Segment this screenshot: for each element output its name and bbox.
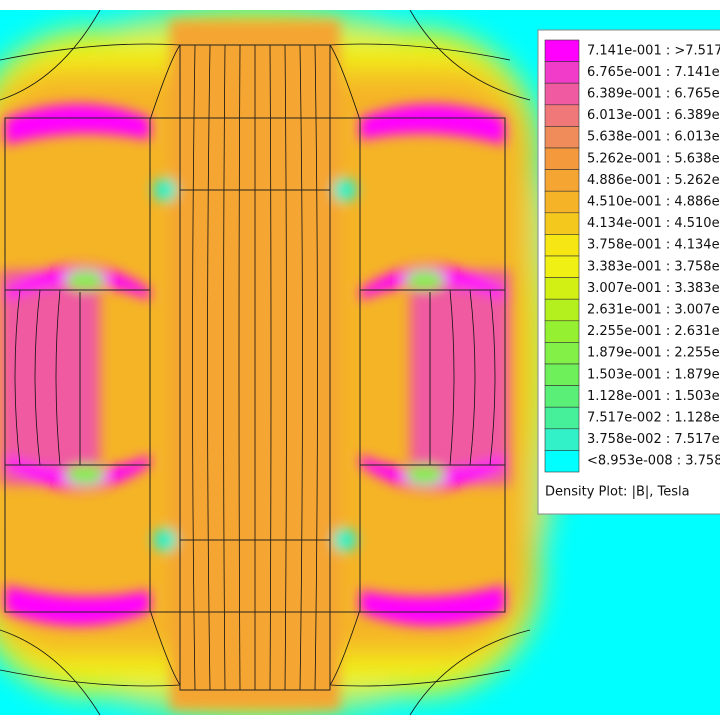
legend-label: 7.517e-002 : 1.128e-001 <box>587 411 720 426</box>
legend-rows: 7.141e-001 : >7.517e-001 6.765e-001 : 7.1… <box>544 39 720 473</box>
legend: 7.141e-001 : >7.517e-001 6.765e-001 : 7.1… <box>537 29 720 515</box>
legend-swatch <box>544 147 580 170</box>
legend-label: 6.013e-001 : 6.389e-001 <box>587 108 720 123</box>
legend-label: <8.953e-008 : 3.758e-002 <box>587 454 720 469</box>
legend-label: 7.141e-001 : >7.517e-001 <box>587 43 720 58</box>
legend-swatch <box>544 234 580 257</box>
legend-swatch <box>544 428 580 451</box>
legend-swatch <box>544 104 580 127</box>
legend-swatch <box>544 255 580 278</box>
legend-swatch <box>544 450 580 473</box>
legend-label: 3.383e-001 : 3.758e-001 <box>587 259 720 274</box>
legend-swatch <box>544 82 580 106</box>
legend-caption: Density Plot: |B|, Tesla <box>545 485 690 500</box>
legend-label: 3.007e-001 : 3.383e-001 <box>587 281 720 296</box>
legend-swatch <box>544 212 580 235</box>
legend-swatch <box>544 126 580 149</box>
legend-label: 1.128e-001 : 1.503e-001 <box>587 389 720 404</box>
legend-swatch <box>544 363 580 386</box>
legend-label: 4.510e-001 : 4.886e-001 <box>587 195 720 210</box>
legend-swatch <box>544 385 580 408</box>
field-lines <box>0 10 531 715</box>
legend-label: 3.758e-002 : 7.517e-002 <box>587 432 720 447</box>
legend-swatch <box>544 39 580 62</box>
legend-label: 1.503e-001 : 1.879e-001 <box>587 367 720 382</box>
legend-label: 2.631e-001 : 3.007e-001 <box>587 303 720 318</box>
legend-label: 3.758e-001 : 4.134e-001 <box>587 238 720 253</box>
legend-swatch <box>544 61 580 84</box>
geometry <box>4 44 506 691</box>
legend-swatch <box>544 298 580 322</box>
legend-label: 6.765e-001 : 7.141e-001 <box>587 65 720 80</box>
legend-label: 2.255e-001 : 2.631e-001 <box>587 324 720 339</box>
legend-swatch <box>544 169 580 192</box>
legend-label: 4.886e-001 : 5.262e-001 <box>587 173 720 188</box>
legend-label: 4.134e-001 : 4.510e-001 <box>587 216 720 231</box>
legend-label: 1.879e-001 : 2.255e-001 <box>587 346 720 361</box>
legend-swatch <box>544 320 580 343</box>
legend-swatch <box>544 277 580 300</box>
legend-label: 5.262e-001 : 5.638e-001 <box>587 151 720 166</box>
legend-swatch <box>544 406 580 430</box>
legend-swatch <box>544 342 580 365</box>
legend-label: 5.638e-001 : 6.013e-001 <box>587 130 720 145</box>
legend-label: 6.389e-001 : 6.765e-001 <box>587 87 720 102</box>
legend-swatch <box>544 190 580 214</box>
